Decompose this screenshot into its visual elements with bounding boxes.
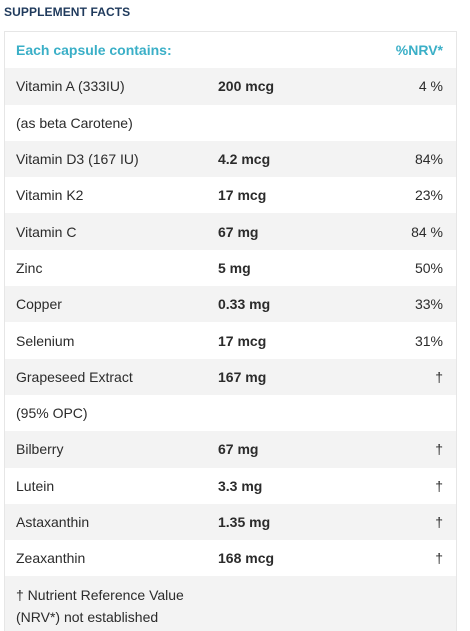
nutrient-name: Vitamin C bbox=[16, 223, 77, 240]
supplement-facts-table: Each capsule contains: %NRV* Vitamin A (… bbox=[4, 31, 457, 631]
nutrient-name: (95% OPC) bbox=[16, 405, 88, 422]
nutrient-amount: 67 mg bbox=[218, 223, 259, 240]
nrv-footnote: † Nutrient Reference Value (NRV*) not es… bbox=[5, 576, 456, 631]
nutrient-amount: 168 mcg bbox=[218, 550, 275, 567]
nutrient-amount: 200 mcg bbox=[218, 78, 275, 95]
nutrient-nrv: 84 % bbox=[411, 223, 443, 240]
nutrient-name: Grapeseed Extract bbox=[16, 368, 133, 385]
table-row: Vitamin D3 (167 IU) 4.2 mcg 84% bbox=[5, 140, 456, 178]
nutrient-nrv: 31% bbox=[414, 332, 443, 349]
table-row: Lutein 3.3 mg † bbox=[5, 468, 456, 504]
nutrient-nrv: 4 % bbox=[418, 78, 443, 95]
nutrient-name: Lutein bbox=[16, 477, 55, 494]
nutrient-nrv: 33% bbox=[414, 296, 443, 313]
table-row: Vitamin C 67 mg 84 % bbox=[5, 213, 456, 250]
nutrient-name: Bilberry bbox=[16, 441, 64, 458]
nutrient-nrv: † bbox=[435, 441, 443, 458]
nutrient-nrv: † bbox=[435, 368, 443, 385]
nutrient-name: Zeaxanthin bbox=[16, 550, 86, 567]
header-nrv-label: %NRV* bbox=[395, 42, 443, 59]
nutrient-name: Copper bbox=[16, 296, 62, 313]
nutrient-amount: 4.2 mcg bbox=[218, 151, 271, 168]
table-row: Grapeseed Extract 167 mg † bbox=[5, 358, 456, 395]
nutrient-nrv: 50% bbox=[414, 259, 443, 276]
nutrient-nrv: † bbox=[435, 514, 443, 530]
table-row: (95% OPC) bbox=[5, 395, 456, 431]
nutrient-amount: 3.3 mg bbox=[218, 477, 263, 494]
nutrient-name: Astaxanthin bbox=[16, 514, 90, 530]
nutrient-amount: 0.33 mg bbox=[218, 296, 271, 313]
nutrient-name: Zinc bbox=[16, 259, 43, 276]
nutrient-amount: 167 mg bbox=[218, 368, 267, 385]
header-label: Each capsule contains: bbox=[16, 42, 172, 59]
nutrient-name: Selenium bbox=[16, 332, 75, 349]
footnote-line-1: † Nutrient Reference Value bbox=[16, 587, 184, 604]
section-title: SUPPLEMENT FACTS bbox=[4, 5, 131, 19]
nutrient-name: Vitamin A (333IU) bbox=[16, 78, 125, 95]
table-row: Astaxanthin 1.35 mg † bbox=[5, 503, 456, 541]
nutrient-nrv: † bbox=[435, 550, 443, 567]
nutrient-amount: 5 mg bbox=[218, 259, 251, 276]
nutrient-nrv: † bbox=[435, 477, 443, 494]
table-row: Selenium 17 mcg 31% bbox=[5, 322, 456, 358]
nutrient-nrv: 23% bbox=[414, 187, 443, 204]
nutrient-amount: 17 mcg bbox=[218, 187, 267, 204]
nutrient-name: Vitamin K2 bbox=[16, 187, 84, 204]
nutrient-name: Vitamin D3 (167 IU) bbox=[16, 151, 139, 168]
table-row: Vitamin K2 17 mcg 23% bbox=[5, 177, 456, 213]
nutrient-nrv: 84% bbox=[414, 151, 443, 168]
table-row: Vitamin A (333IU) 200 mcg 4 % bbox=[5, 68, 456, 105]
nutrient-name: (as beta Carotene) bbox=[16, 114, 133, 131]
table-row: (as beta Carotene) bbox=[5, 105, 456, 141]
table-row: Copper 0.33 mg 33% bbox=[5, 286, 456, 323]
table-row: Zeaxanthin 168 mcg † bbox=[5, 540, 456, 576]
table-row: Bilberry 67 mg † bbox=[5, 431, 456, 468]
table-header-row: Each capsule contains: %NRV* bbox=[5, 32, 456, 69]
nutrient-amount: 67 mg bbox=[218, 441, 259, 458]
nutrient-amount: 17 mcg bbox=[218, 332, 267, 349]
footnote-line-2: (NRV*) not established bbox=[16, 609, 159, 626]
table-row: Zinc 5 mg 50% bbox=[5, 250, 456, 286]
nutrient-amount: 1.35 mg bbox=[218, 514, 271, 530]
